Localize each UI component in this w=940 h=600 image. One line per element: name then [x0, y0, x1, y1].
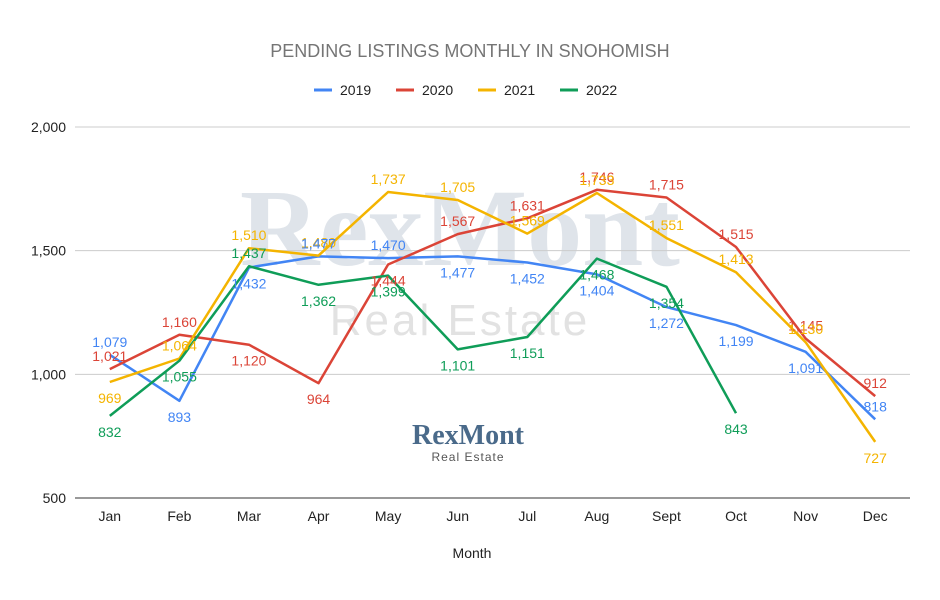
data-label: 1,151: [510, 345, 545, 361]
data-label: 1,064: [162, 338, 197, 354]
y-tick-label: 1,500: [31, 243, 66, 259]
data-label: 1,567: [440, 213, 475, 229]
grid: [75, 126, 910, 375]
series-line: [109, 257, 738, 417]
data-label: 1,631: [510, 197, 545, 213]
data-label: 1,746: [579, 169, 614, 185]
series-line: [109, 190, 877, 443]
data-label: 1,354: [649, 295, 684, 311]
series-line: [109, 255, 877, 421]
data-label: 1,705: [440, 179, 475, 195]
data-label: 1,444: [371, 273, 406, 289]
series-group: [109, 188, 877, 443]
x-tick-label: Jan: [99, 508, 122, 524]
data-label: 1,272: [649, 315, 684, 331]
data-label: 1,145: [788, 317, 823, 333]
x-axis-title: Month: [453, 545, 492, 561]
y-tick-label: 500: [43, 490, 67, 506]
data-label: 964: [307, 391, 331, 407]
data-label: 1,569: [510, 213, 545, 229]
y-axis-ticks: 500 1,000 1,500 2,000: [31, 119, 66, 506]
data-label: 1,452: [510, 271, 545, 287]
data-label: 1,413: [719, 251, 754, 267]
x-tick-label: Jun: [446, 508, 469, 524]
data-label: 1,362: [301, 293, 336, 309]
data-label: 1,468: [579, 267, 614, 283]
data-label: 1,737: [371, 171, 406, 187]
data-label: 1,480: [301, 235, 336, 251]
data-label: 1,130: [788, 321, 823, 337]
x-tick-label: Sept: [652, 508, 681, 524]
data-label: 843: [724, 421, 748, 437]
data-label: 1,091: [788, 360, 823, 376]
series-line: [109, 188, 876, 398]
data-label: 1,101: [440, 357, 475, 373]
data-label: 1,715: [649, 176, 684, 192]
data-label: 1,404: [579, 282, 614, 298]
data-label: 969: [98, 390, 122, 406]
legend-entry: 2022: [586, 82, 617, 98]
watermark: RexMont Real Estate: [240, 167, 680, 345]
data-label: 1,510: [231, 227, 266, 243]
logo-main-text: RexMont: [412, 420, 525, 451]
x-tick-label: Jul: [518, 508, 536, 524]
y-tick-label: 2,000: [31, 119, 66, 135]
data-label: 1,477: [301, 235, 336, 251]
data-label: 1,199: [719, 333, 754, 349]
y-tick-label: 1,000: [31, 366, 66, 382]
data-label: 912: [864, 375, 888, 391]
data-label: 1,470: [371, 237, 406, 253]
logo: RexMont Real Estate: [412, 420, 525, 464]
data-label: 1,120: [231, 353, 266, 369]
x-tick-label: Feb: [167, 508, 191, 524]
x-tick-label: Apr: [308, 508, 330, 524]
watermark-main: RexMont: [240, 167, 680, 289]
data-label: 893: [168, 409, 192, 425]
data-label: 1,551: [649, 217, 684, 233]
legend-entry: 2019: [340, 82, 371, 98]
legend-entry: 2021: [504, 82, 535, 98]
watermark-sub: Real Estate: [330, 296, 590, 345]
data-label: 1,160: [162, 314, 197, 330]
data-label: 1,055: [162, 369, 197, 385]
legend-entry: 2020: [422, 82, 453, 98]
data-label: 1,399: [371, 284, 406, 300]
x-tick-label: Oct: [725, 508, 747, 524]
data-label: 727: [864, 450, 888, 466]
x-tick-label: May: [375, 508, 401, 524]
logo-sub-text: Real Estate: [431, 450, 504, 464]
data-label: 1,021: [92, 348, 127, 364]
x-axis-ticks: Jan Feb Mar Apr May Jun Jul Aug Sept Oct Nov Dec: [99, 508, 888, 524]
x-tick-label: Dec: [863, 508, 888, 524]
data-label: 832: [98, 424, 122, 440]
data-label: 818: [864, 398, 888, 414]
data-label: 1,515: [719, 226, 754, 242]
data-label: 1,437: [231, 245, 266, 261]
data-label: 1,733: [579, 172, 614, 188]
chart-title: PENDING LISTINGS MONTHLY IN SNOHOMISH: [270, 41, 669, 61]
legend: 2019 2020 2021 2022: [314, 82, 617, 98]
data-label: 1,079: [92, 334, 127, 350]
data-label: 1,432: [231, 275, 266, 291]
x-tick-label: Nov: [793, 508, 818, 524]
x-tick-label: Aug: [584, 508, 609, 524]
data-label: 1,477: [440, 264, 475, 280]
x-tick-label: Mar: [237, 508, 261, 524]
